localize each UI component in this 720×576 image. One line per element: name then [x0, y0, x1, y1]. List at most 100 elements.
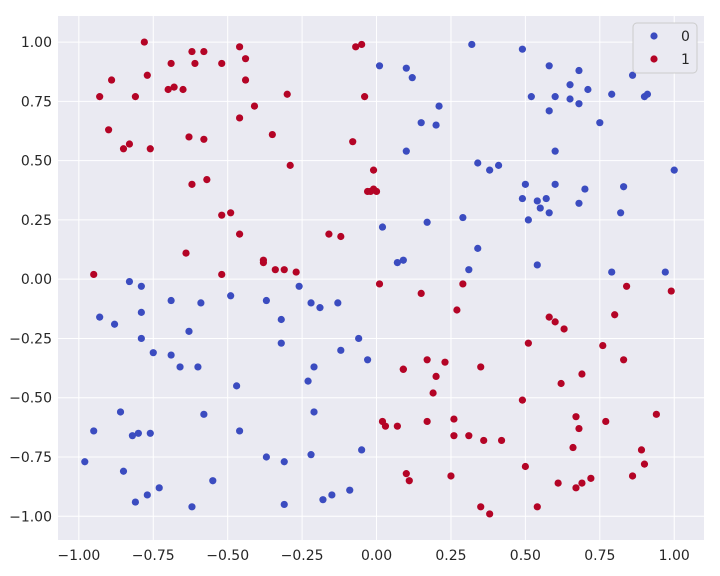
data-point	[393, 422, 401, 430]
data-point	[432, 372, 440, 380]
data-point	[262, 296, 270, 305]
data-point	[497, 436, 506, 445]
data-point	[486, 510, 494, 518]
x-tick-label: −0.25	[281, 548, 324, 564]
data-point	[131, 498, 140, 506]
data-point	[131, 93, 140, 101]
data-point	[596, 119, 604, 127]
data-point	[280, 500, 288, 509]
data-point	[137, 334, 145, 343]
data-point	[81, 458, 89, 466]
legend-marker-1	[650, 55, 658, 63]
data-point	[447, 472, 455, 480]
data-point	[480, 436, 488, 445]
data-point	[292, 268, 300, 276]
data-point	[628, 71, 637, 79]
data-point	[167, 351, 175, 359]
data-point	[477, 363, 485, 371]
series-0	[81, 40, 678, 511]
data-point	[399, 256, 407, 264]
data-point	[107, 76, 116, 84]
data-point	[545, 107, 553, 115]
x-tick-label: 0.00	[361, 548, 392, 564]
data-point	[200, 47, 208, 56]
data-point	[423, 218, 431, 226]
y-tick-label: −0.50	[9, 391, 52, 407]
data-point	[375, 280, 384, 288]
y-tick-label: 0.00	[21, 272, 52, 288]
data-point	[146, 429, 154, 437]
y-tick-label: 0.50	[21, 154, 52, 170]
x-tick-label: −0.50	[206, 548, 249, 564]
data-point	[402, 147, 410, 155]
data-point	[167, 296, 175, 305]
data-point	[325, 230, 333, 238]
data-point	[405, 477, 413, 485]
data-point	[628, 472, 637, 480]
data-point	[575, 424, 583, 433]
data-point	[197, 299, 205, 307]
data-point	[423, 356, 431, 364]
y-tick-label: −1.00	[9, 509, 52, 525]
data-point	[566, 81, 574, 89]
data-point	[602, 417, 610, 426]
data-point	[393, 258, 401, 267]
data-point	[572, 413, 580, 421]
data-point	[622, 282, 631, 290]
data-point	[352, 43, 360, 51]
data-point	[637, 446, 646, 454]
data-point	[551, 147, 559, 155]
data-point	[355, 334, 363, 343]
data-point	[334, 299, 342, 307]
data-point	[667, 287, 675, 295]
data-point	[316, 304, 324, 312]
data-point	[578, 479, 586, 487]
data-point	[105, 126, 113, 134]
data-point	[218, 59, 226, 68]
data-point	[533, 503, 541, 511]
data-point	[545, 62, 553, 70]
data-point	[280, 458, 288, 466]
data-point	[608, 90, 616, 98]
data-point	[268, 130, 276, 139]
data-point	[137, 282, 145, 290]
data-point	[295, 282, 303, 290]
data-point	[381, 422, 390, 430]
data-point	[134, 429, 142, 437]
data-point	[486, 166, 494, 174]
data-point	[96, 313, 104, 321]
data-point	[536, 204, 544, 212]
data-point	[235, 230, 244, 238]
data-point	[218, 270, 226, 279]
data-point	[575, 100, 583, 108]
data-point	[125, 277, 134, 286]
data-point	[608, 268, 616, 276]
data-point	[364, 356, 372, 364]
data-point	[518, 45, 527, 53]
data-point	[358, 446, 366, 454]
data-point	[474, 159, 482, 167]
data-point	[227, 292, 235, 300]
x-tick-label: −1.00	[57, 548, 100, 564]
data-point	[110, 320, 119, 328]
data-point	[620, 183, 628, 191]
x-axis-ticks: −1.00 −0.75 −0.50 −0.25 0.00 0.25 0.50 0.75 1.00	[57, 548, 689, 564]
x-tick-label: 0.25	[435, 548, 466, 564]
y-tick-label: −0.25	[9, 331, 52, 347]
data-point	[453, 306, 461, 314]
data-point	[143, 491, 151, 499]
data-point	[364, 187, 372, 196]
data-point	[527, 93, 535, 101]
data-point	[310, 363, 318, 371]
data-point	[328, 491, 336, 499]
data-point	[459, 213, 467, 222]
data-point	[474, 244, 482, 252]
data-point	[402, 64, 410, 72]
data-point	[346, 486, 354, 494]
data-point	[578, 370, 586, 378]
data-point	[640, 93, 649, 101]
data-point	[137, 308, 145, 316]
data-point	[587, 474, 595, 482]
data-point	[271, 266, 279, 274]
data-point	[155, 484, 163, 492]
